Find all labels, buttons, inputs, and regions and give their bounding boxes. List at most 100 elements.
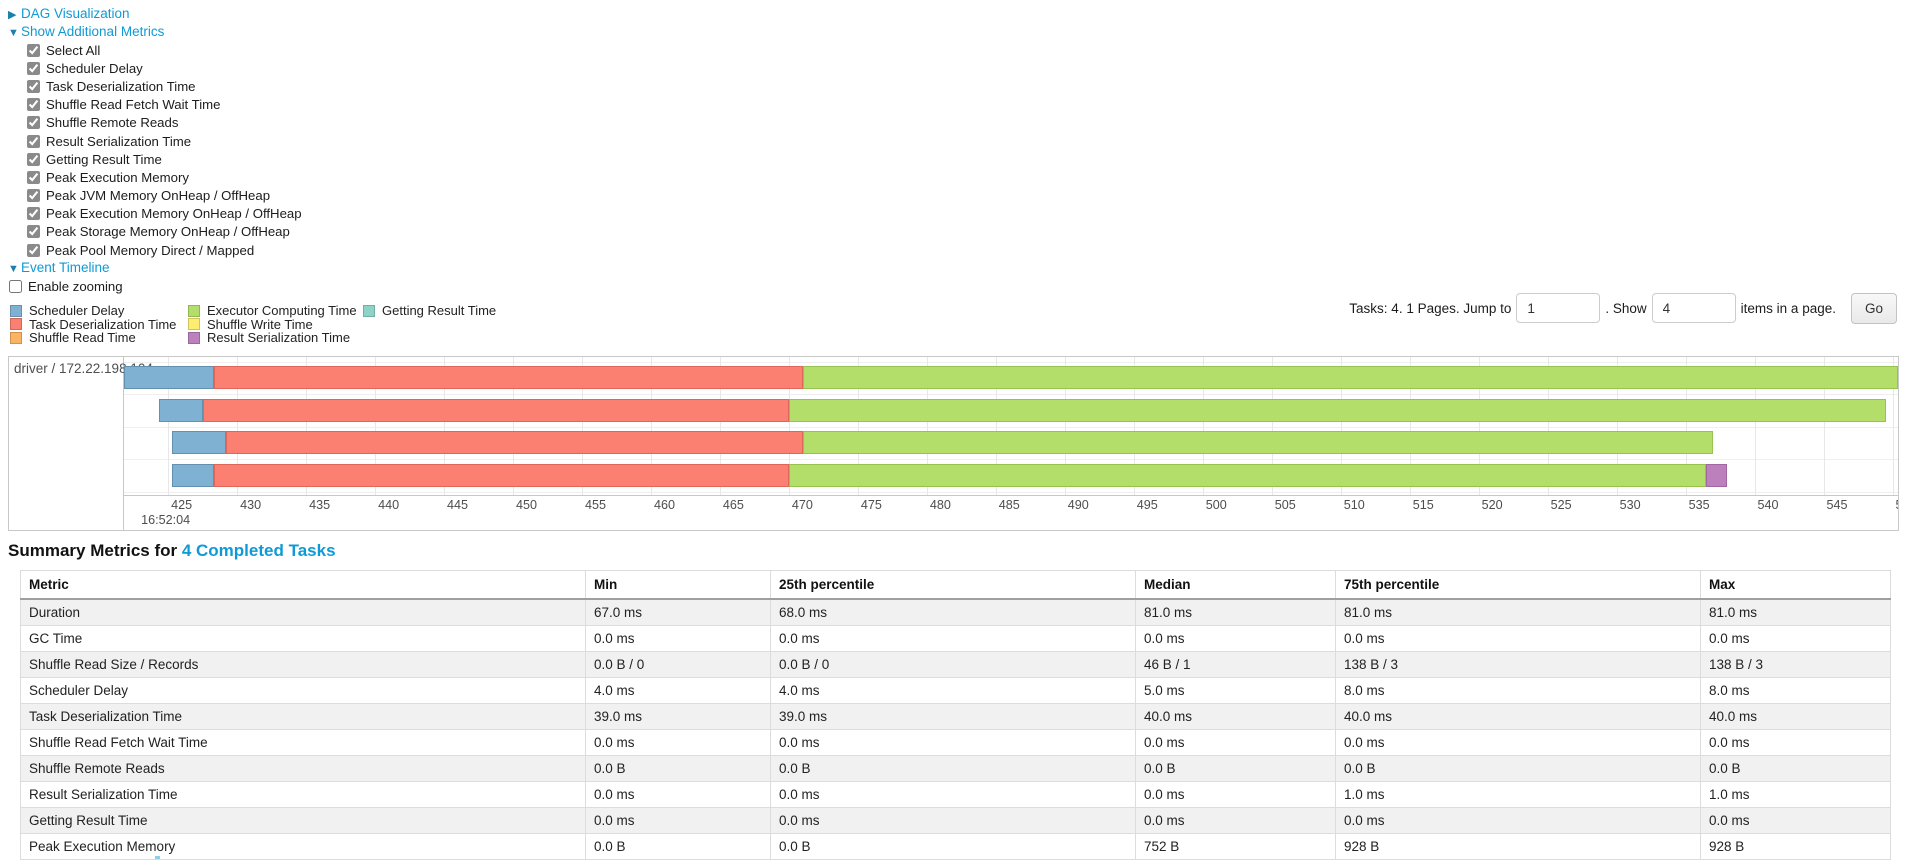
summary-metric-name: Task Deserialization Time xyxy=(20,703,586,730)
summary-row-shuffle-read-fetch-wait-time: Shuffle Read Fetch Wait Time 0.0 ms 0.0 ms… xyxy=(20,729,1891,756)
legend-column-1: Scheduler Delay Task Deserialization Time… xyxy=(10,304,176,345)
timeline-task-3-segment-scheduler-delay[interactable] xyxy=(172,431,227,454)
metric-checkbox-peak-execution-memory[interactable] xyxy=(27,170,40,184)
metric-checkbox-label-shuffle-remote-reads: Shuffle Remote Reads xyxy=(46,115,179,131)
chevron-right-icon: ▶ xyxy=(8,9,17,21)
event-timeline-link[interactable]: Event Timeline xyxy=(21,260,110,276)
timeline-gridline-530 xyxy=(1616,357,1618,495)
summary-metric-value: 1.0 ms xyxy=(1700,781,1891,808)
show-additional-metrics-link[interactable]: Show Additional Metrics xyxy=(21,24,165,39)
timeline-plot-area: 425 430 435 440 445 450 455 460 465 470 475 480 485 4… xyxy=(124,357,1898,530)
metric-checkbox-select-all[interactable] xyxy=(27,43,40,57)
summary-metric-name: Shuffle Read Fetch Wait Time xyxy=(20,729,586,756)
timeline-gridline-470 xyxy=(788,357,790,495)
metric-checkbox-label-shuffle-read-fetch-wait-time: Shuffle Read Fetch Wait Time xyxy=(46,97,221,113)
metric-checkbox-shuffle-remote-reads[interactable] xyxy=(27,116,40,130)
dag-visualization-toggle[interactable]: ▶ DAG Visualization xyxy=(8,5,302,23)
summary-table-header-row: Metric Min 25th percentile Median 75th perce… xyxy=(20,570,1891,600)
additional-metrics-checkbox-list: Select All Scheduler Delay Task Deserializ… xyxy=(27,41,302,259)
timeline-tick-label-545: 545 xyxy=(1826,498,1848,512)
legend-swatch-icon-shuffle-read-time xyxy=(10,331,22,344)
metric-checkbox-shuffle-read-fetch-wait-time[interactable] xyxy=(27,98,40,112)
summary-metric-name: Shuffle Read Size / Records xyxy=(20,651,586,678)
summary-row-duration: Duration 67.0 ms 68.0 ms 81.0 ms 81.0 ms 81.0… xyxy=(20,598,1891,626)
timeline-task-2-segment-task-deserialization-time[interactable] xyxy=(202,398,789,422)
timeline-task-4-segment-task-deserialization-time[interactable] xyxy=(213,463,789,487)
summary-metric-value: 0.0 ms xyxy=(1700,729,1891,756)
timeline-task-4-segment-executor-computing-time[interactable] xyxy=(788,463,1707,487)
summary-col-header-metric[interactable]: Metric xyxy=(20,570,586,600)
metric-checkbox-peak-jvm-memory-onheap-offheap[interactable] xyxy=(27,189,40,203)
timeline-task-3-segment-task-deserialization-time[interactable] xyxy=(226,431,803,454)
summary-col-header-75th-percentile[interactable]: 75th percentile xyxy=(1335,570,1701,600)
timeline-row-separator xyxy=(124,459,1898,460)
legend-item-shuffle-read-time: Shuffle Read Time xyxy=(10,331,176,345)
summary-metric-value: 0.0 B xyxy=(770,833,1136,860)
summary-metric-value: 0.0 ms xyxy=(770,729,1136,756)
timeline-tick-label-430: 430 xyxy=(240,498,262,512)
timeline-gridline-510 xyxy=(1340,357,1342,495)
timeline-tick-label-485: 485 xyxy=(998,498,1020,512)
metric-checkbox-label-peak-storage-memory-onheap-offheap: Peak Storage Memory OnHeap / OffHeap xyxy=(46,224,290,240)
summary-col-header-median[interactable]: Median xyxy=(1135,570,1336,600)
metric-checkbox-peak-execution-memory-onheap-offheap[interactable] xyxy=(27,207,40,221)
metric-checkbox-row-task-deserialization-time: Task Deserialization Time xyxy=(27,77,302,95)
summary-col-header-max[interactable]: Max xyxy=(1700,570,1891,600)
event-timeline-toggle[interactable]: ▼ Event Timeline xyxy=(8,259,302,277)
metric-checkbox-row-getting-result-time: Getting Result Time xyxy=(27,150,302,168)
completed-tasks-link[interactable]: 4 Completed Tasks xyxy=(181,541,336,560)
summary-col-header-25th-percentile[interactable]: 25th percentile xyxy=(770,570,1136,600)
metric-checkbox-label-task-deserialization-time: Task Deserialization Time xyxy=(46,78,196,94)
legend-item-result-serialization-time: Result Serialization Time xyxy=(188,331,357,345)
metric-checkbox-peak-pool-memory-direct-mapped[interactable] xyxy=(27,243,40,257)
timeline-task-2-segment-scheduler-delay[interactable] xyxy=(158,398,203,422)
timeline-tick-label-510: 510 xyxy=(1343,498,1365,512)
timeline-task-4-segment-result-serialization-time[interactable] xyxy=(1706,463,1727,487)
timeline-task-2-segment-executor-computing-time[interactable] xyxy=(788,398,1886,422)
timeline-task-1-segment-executor-computing-time[interactable] xyxy=(802,366,1898,389)
timeline-gridline-455 xyxy=(582,357,583,495)
legend-label-task-deserialization-time: Task Deserialization Time xyxy=(29,316,177,332)
legend-item-task-deserialization-time: Task Deserialization Time xyxy=(10,318,176,332)
show-additional-metrics-toggle[interactable]: ▼ Show Additional Metrics xyxy=(8,23,302,41)
summary-metric-value: 928 B xyxy=(1700,833,1891,860)
dag-visualization-link[interactable]: DAG Visualization xyxy=(21,6,130,21)
summary-row-peak-execution-memory: Peak Execution Memory 0.0 B 0.0 B 752 B 928 … xyxy=(20,833,1891,860)
metric-checkbox-label-result-serialization-time: Result Serialization Time xyxy=(46,133,192,149)
timeline-task-4-segment-scheduler-delay[interactable] xyxy=(172,463,214,487)
summary-metric-value: 0.0 B / 0 xyxy=(585,651,771,678)
timeline-gridline-525 xyxy=(1547,357,1549,495)
metric-checkbox-scheduler-delay[interactable] xyxy=(27,61,40,75)
legend-item-executor-computing-time: Executor Computing Time xyxy=(188,304,357,318)
metric-checkbox-task-deserialization-time[interactable] xyxy=(27,79,40,93)
legend-label-executor-computing-time: Executor Computing Time xyxy=(207,303,357,319)
summary-metrics-table: Metric Min 25th percentile Median 75th perce… xyxy=(20,570,1891,860)
jump-to-page-input[interactable] xyxy=(1516,293,1601,323)
summary-metric-name: Getting Result Time xyxy=(20,807,586,834)
summary-col-header-min[interactable]: Min xyxy=(585,570,771,600)
go-button[interactable]: Go xyxy=(1850,292,1897,324)
metric-checkbox-peak-storage-memory-onheap-offheap[interactable] xyxy=(27,225,40,239)
summary-metric-value: 0.0 ms xyxy=(1135,807,1336,834)
enable-zooming-checkbox[interactable] xyxy=(9,279,22,293)
timeline-tick-label-425: 425 xyxy=(171,498,193,512)
items-per-page-input[interactable] xyxy=(1651,293,1736,323)
timeline-task-1-segment-scheduler-delay[interactable] xyxy=(124,366,214,389)
timeline-task-3-segment-executor-computing-time[interactable] xyxy=(802,431,1714,454)
legend-label-shuffle-write-time: Shuffle Write Time xyxy=(207,316,313,332)
timeline-group-label: driver / 172.22.198.104 xyxy=(14,361,153,376)
timeline-gridline-520 xyxy=(1478,357,1480,495)
timeline-gridline-440 xyxy=(375,357,377,495)
task-pagination: Tasks: 4. 1 Pages. Jump to . Show items … xyxy=(1344,292,1897,324)
summary-metric-name: Result Serialization Time xyxy=(20,781,586,808)
timeline-tick-label-480: 480 xyxy=(929,498,951,512)
summary-metric-value: 0.0 ms xyxy=(1335,625,1701,652)
summary-metric-value: 39.0 ms xyxy=(770,703,1136,730)
metric-checkbox-getting-result-time[interactable] xyxy=(27,152,40,166)
timeline-tick-label-445: 445 xyxy=(447,498,469,512)
legend-item-scheduler-delay: Scheduler Delay xyxy=(10,304,176,318)
timeline-task-1-segment-task-deserialization-time[interactable] xyxy=(213,366,803,389)
timeline-gridline-430 xyxy=(237,357,239,495)
metric-checkbox-result-serialization-time[interactable] xyxy=(27,134,40,148)
timeline-tick-label-455: 455 xyxy=(585,498,607,512)
